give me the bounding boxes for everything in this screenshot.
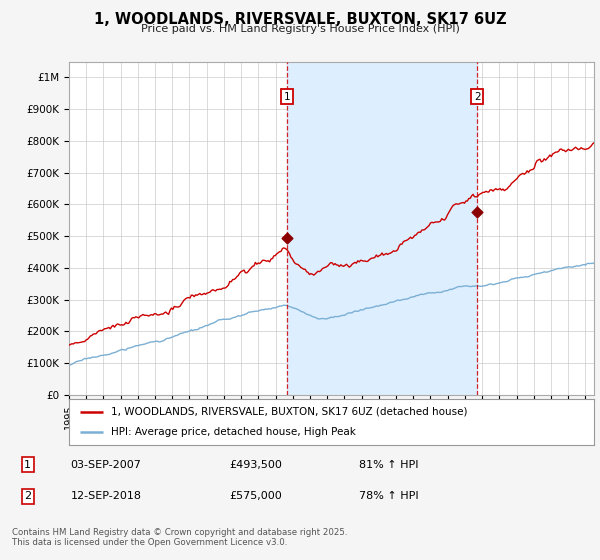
Text: 1: 1 [24, 460, 31, 470]
Text: HPI: Average price, detached house, High Peak: HPI: Average price, detached house, High… [111, 427, 356, 437]
1, WOODLANDS, RIVERSVALE, BUXTON, SK17 6UZ (detached house) [448, 204, 455, 211]
HPI: Average price, detached house, High Peak: (2e+03, 9.53e+04): Average price, detached house, High Peak… [65, 361, 73, 368]
Text: £493,500: £493,500 [229, 460, 283, 470]
1, WOODLANDS, RIVERSVALE, BUXTON, SK17 6UZ (detached house) [65, 342, 73, 348]
HPI: Average price, detached house, High Peak: (2.02e+03, 3.54e+05): Average price, detached house, High Peak… [498, 279, 505, 286]
HPI: Average price, detached house, High Peak: (2.03e+03, 4.16e+05): Average price, detached house, High Peak… [590, 260, 598, 267]
Text: 1, WOODLANDS, RIVERSVALE, BUXTON, SK17 6UZ (detached house): 1, WOODLANDS, RIVERSVALE, BUXTON, SK17 6… [111, 407, 467, 417]
Line: HPI: Average price, detached house, High Peak: HPI: Average price, detached house, High… [69, 263, 594, 365]
HPI: Average price, detached house, High Peak: (2e+03, 9.43e+04): Average price, detached house, High Peak… [67, 362, 74, 368]
Text: 1, WOODLANDS, RIVERSVALE, BUXTON, SK17 6UZ: 1, WOODLANDS, RIVERSVALE, BUXTON, SK17 6… [94, 12, 506, 27]
Text: 81% ↑ HPI: 81% ↑ HPI [359, 460, 418, 470]
1, WOODLANDS, RIVERSVALE, BUXTON, SK17 6UZ (detached house) [522, 170, 529, 176]
Bar [287, 62, 477, 395]
Point [282, 234, 292, 242]
Text: 2: 2 [474, 91, 481, 101]
HPI: Average price, detached house, High Peak: (2.02e+03, 3.34e+05): Average price, detached house, High Peak… [449, 286, 457, 292]
1, WOODLANDS, RIVERSVALE, BUXTON, SK17 6UZ (detached house) [590, 139, 598, 146]
1, WOODLANDS, RIVERSVALE, BUXTON, SK17 6UZ (detached house) [276, 249, 283, 255]
Line: 1, WOODLANDS, RIVERSVALE, BUXTON, SK17 6UZ (detached house): 1, WOODLANDS, RIVERSVALE, BUXTON, SK17 6… [69, 143, 594, 345]
Text: 03-SEP-2007: 03-SEP-2007 [71, 460, 142, 470]
HPI: Average price, detached house, High Peak: (2.01e+03, 2.8e+05): Average price, detached house, High Peak… [277, 302, 284, 309]
Text: £575,000: £575,000 [229, 491, 282, 501]
Text: Contains HM Land Registry data © Crown copyright and database right 2025.
This d: Contains HM Land Registry data © Crown c… [12, 528, 347, 547]
Text: 2: 2 [24, 491, 31, 501]
Text: 78% ↑ HPI: 78% ↑ HPI [359, 491, 418, 501]
Text: 12-SEP-2018: 12-SEP-2018 [71, 491, 142, 501]
1, WOODLANDS, RIVERSVALE, BUXTON, SK17 6UZ (detached house) [496, 185, 503, 192]
HPI: Average price, detached house, High Peak: (2.01e+03, 2.74e+05): Average price, detached house, High Peak… [272, 305, 279, 311]
1, WOODLANDS, RIVERSVALE, BUXTON, SK17 6UZ (detached house) [270, 253, 277, 259]
1, WOODLANDS, RIVERSVALE, BUXTON, SK17 6UZ (detached house) [157, 311, 164, 318]
Text: 1: 1 [284, 91, 290, 101]
HPI: Average price, detached house, High Peak: (2.02e+03, 3.71e+05): Average price, detached house, High Peak… [524, 274, 531, 281]
Text: Price paid vs. HM Land Registry's House Price Index (HPI): Price paid vs. HM Land Registry's House … [140, 24, 460, 34]
HPI: Average price, detached house, High Peak: (2e+03, 1.68e+05): Average price, detached house, High Peak… [158, 338, 165, 345]
Point [472, 208, 482, 217]
